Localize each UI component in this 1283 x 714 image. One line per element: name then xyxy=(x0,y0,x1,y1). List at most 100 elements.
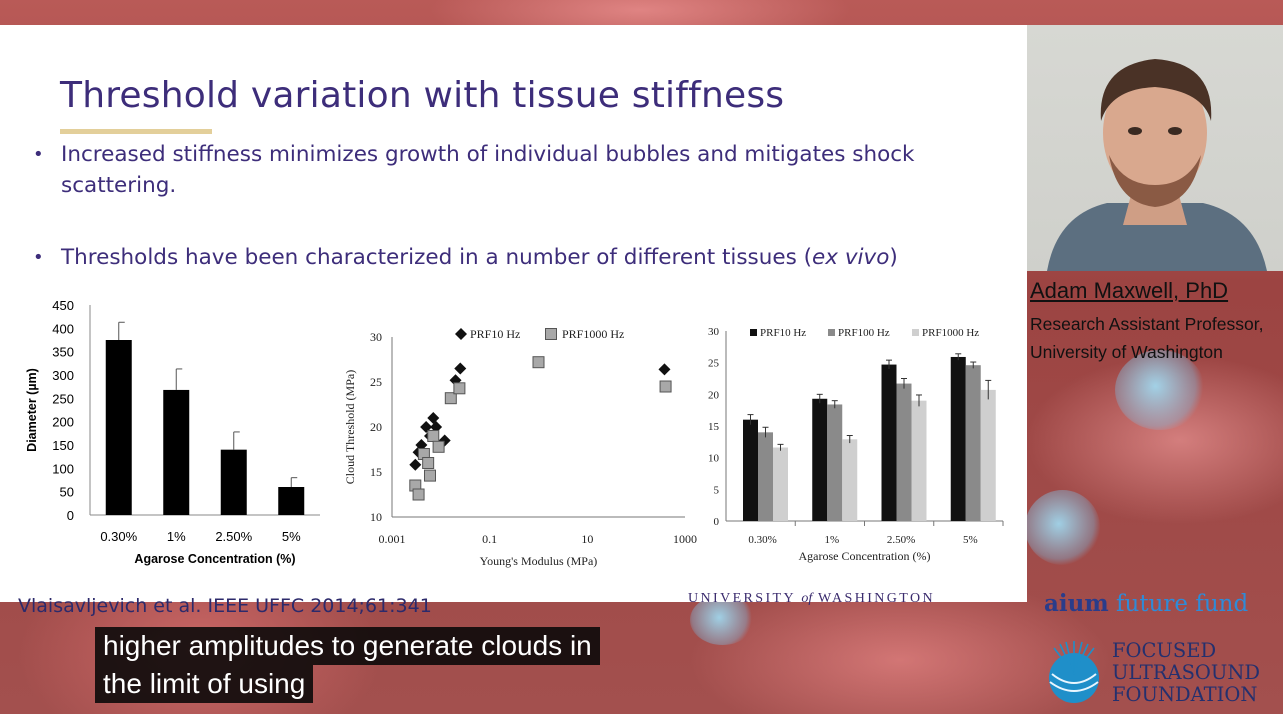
bar xyxy=(950,356,966,521)
speaker-portrait-image xyxy=(1047,59,1267,271)
background-bubble xyxy=(690,595,755,645)
x-tick-label: 5% xyxy=(963,534,978,546)
data-point xyxy=(409,458,422,471)
bar xyxy=(812,398,828,521)
presentation-slide: Threshold variation with tissue stiffnes… xyxy=(0,25,1027,617)
data-point xyxy=(444,392,457,405)
legend-marker xyxy=(455,328,467,340)
uw-logo-left: UNIVERSITY xyxy=(688,591,796,606)
y-tick-label: 450 xyxy=(52,298,74,313)
y-tick-label: 50 xyxy=(60,485,74,500)
x-tick-label: 2.50% xyxy=(215,529,252,544)
y-tick-label: 200 xyxy=(52,415,74,430)
bar xyxy=(827,404,843,521)
x-tick-label: 10 xyxy=(581,532,593,546)
bar xyxy=(896,383,912,521)
legend-marker xyxy=(828,329,835,336)
y-tick-label: 250 xyxy=(52,391,74,406)
uw-logo-of: of xyxy=(801,591,813,606)
legend-label: PRF10 Hz xyxy=(470,327,520,341)
bullet-dot: • xyxy=(33,247,44,268)
bullet-dot: • xyxy=(33,144,44,165)
y-tick-label: 30 xyxy=(370,330,382,344)
fus-logo-line: FOCUSED xyxy=(1112,639,1217,662)
aium-future-fund-logo: aium future fund xyxy=(1044,590,1248,617)
y-tick-label: 25 xyxy=(708,358,720,370)
x-tick-label: 1% xyxy=(825,534,840,546)
data-point xyxy=(532,356,545,369)
x-axis-title: Young's Modulus (MPa) xyxy=(480,554,598,568)
university-logo: UNIVERSITY of WASHINGTON xyxy=(688,591,935,607)
bar xyxy=(773,447,788,521)
data-point xyxy=(427,412,440,424)
uw-logo-right: WASHINGTON xyxy=(817,591,936,606)
y-tick-label: 350 xyxy=(52,345,74,360)
future-fund-logo-text: future fund xyxy=(1116,591,1249,617)
fus-logo-line: ULTRASOUND xyxy=(1112,661,1261,684)
speaker-title: Research Assistant Professor, xyxy=(1030,314,1264,334)
x-axis-title: Agarose Concentration (%) xyxy=(799,549,931,563)
x-tick-label: 0.1 xyxy=(482,532,497,546)
threshold-bar-chart: 0 5 10 15 20 25 30 0.30% 1% 2.50% 5% PRF10 Hz PRF100… xyxy=(708,326,1004,563)
background-bubble xyxy=(1025,490,1100,565)
y-tick-label: 300 xyxy=(52,368,74,383)
x-tick-label: 0.30% xyxy=(100,529,137,544)
legend-label: PRF1000 Hz xyxy=(922,327,979,339)
fus-logo-line: FOUNDATION xyxy=(1112,683,1258,706)
x-tick-label: 2.50% xyxy=(887,534,915,546)
y-tick-label: 15 xyxy=(370,465,382,479)
y-tick-label: 20 xyxy=(370,420,382,434)
y-tick-label: 400 xyxy=(52,321,74,336)
y-axis-title: Cloud Threshold (MPa) xyxy=(343,370,357,484)
y-axis-title: Diameter (µm) xyxy=(25,368,39,452)
data-point xyxy=(412,488,425,501)
data-point xyxy=(659,380,672,393)
data-point xyxy=(432,440,445,453)
caption-line-1: higher amplitudes to generate clouds in xyxy=(95,627,600,665)
legend-marker xyxy=(750,329,757,336)
bar xyxy=(842,439,858,521)
x-tick-label: 1% xyxy=(167,529,186,544)
data-point xyxy=(453,382,466,395)
y-tick-label: 25 xyxy=(370,375,382,389)
bar xyxy=(743,419,758,521)
focused-ultrasound-globe-icon xyxy=(1049,641,1099,703)
background-bubble xyxy=(1115,350,1205,430)
x-tick-label: 5% xyxy=(282,529,301,544)
legend-marker xyxy=(545,328,557,340)
caption-line-2: the limit of using xyxy=(95,665,314,703)
threshold-scatter-chart: 10 15 20 25 30 0.001 0.1 10 1000 PRF10 Hz PRF1000 … xyxy=(343,327,697,568)
citation: Vlaisavljevich et al. IEEE UFFC 2014;61:… xyxy=(18,595,432,617)
bullet-text: Increased stiffness minimizes growth of … xyxy=(61,142,915,198)
y-tick-label: 100 xyxy=(52,461,74,476)
slide-title: Threshold variation with tissue stiffnes… xyxy=(60,75,785,116)
x-tick-label: 0.30% xyxy=(748,534,776,546)
data-point xyxy=(423,469,436,482)
y-tick-label: 5 xyxy=(714,484,720,496)
data-point xyxy=(438,434,451,447)
legend-marker xyxy=(912,329,919,336)
video-captions: higher amplitudes to generate clouds in … xyxy=(95,627,600,703)
bar xyxy=(163,389,190,515)
y-tick-label: 0 xyxy=(714,516,720,528)
y-tick-label: 150 xyxy=(52,438,74,453)
title-underline xyxy=(60,129,212,134)
x-axis-title: Agarose Concentration (%) xyxy=(134,552,295,566)
data-point xyxy=(427,430,440,442)
focused-ultrasound-foundation-logo: FOCUSED ULTRASOUND FOUNDATION xyxy=(1112,640,1260,706)
x-tick-label: 0.001 xyxy=(379,532,406,546)
bar xyxy=(980,389,996,521)
bar xyxy=(758,432,773,521)
y-tick-label: 30 xyxy=(708,326,720,338)
bar xyxy=(105,340,132,515)
bar xyxy=(965,365,981,521)
aium-logo-text: aium xyxy=(1044,590,1109,617)
data-point xyxy=(449,374,462,387)
bullet-text: Thresholds have been characterized in a … xyxy=(61,242,991,273)
y-tick-label: 10 xyxy=(370,510,382,524)
y-tick-label: 15 xyxy=(708,421,720,433)
speaker-role: Research Assistant Professor, University… xyxy=(1030,310,1283,366)
bar xyxy=(278,487,305,515)
data-point xyxy=(454,362,467,375)
speaker-name: Adam Maxwell, PhD xyxy=(1030,278,1229,303)
